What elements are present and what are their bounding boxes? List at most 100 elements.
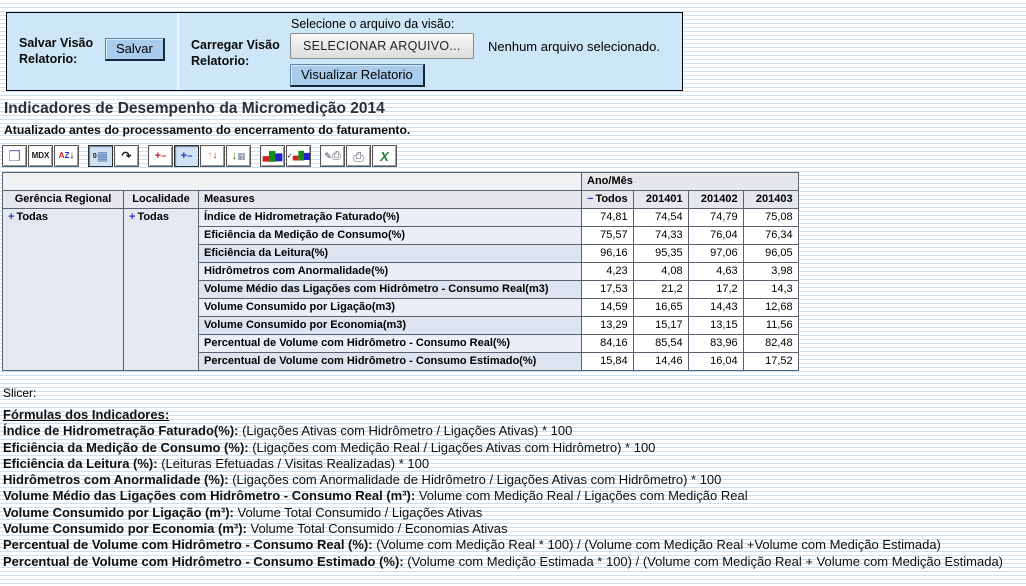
formula-label: Volume Consumido por Economia (m³):	[3, 521, 247, 537]
print-icon: ⎙	[353, 148, 364, 164]
value-cell: 82,48	[742, 334, 799, 353]
formula-text: (Ligações com Medição Real / Ligações At…	[248, 439, 656, 455]
value-cell: 84,16	[581, 334, 634, 353]
collapse-icon[interactable]: −	[587, 193, 594, 205]
pivot-header-row-columns: Gerência Regional Localidade Measures − Todo…	[2, 190, 799, 209]
row-axis-header: Gerência Regional	[2, 190, 124, 209]
pivot-data-row: Percentual de Volume com Hidrômetro - Co…	[3, 352, 799, 371]
formula-label: Eficiência da Leitura (%):	[3, 455, 158, 471]
formula-text: (Leituras Efetuadas / Visitas Realizadas…	[157, 455, 430, 471]
formula-text: (Ligações Ativas com Hidrômetro / Ligaçõ…	[238, 423, 573, 439]
row-total-label: Todas	[16, 211, 49, 223]
formula-label: Eficiência da Medição de Consumo (%):	[3, 439, 249, 455]
select-file-button[interactable]: SELECIONAR ARQUIVO...	[290, 33, 474, 59]
sort-button[interactable]: A Z ↓	[54, 145, 79, 167]
toolbar: ❒ MDX A Z ↓ 0 ▦ ↷ + − + − ↑ ↓ ↓ ▦ ▄ █ ▆ ✓ ▄ █ ▆ ✎ ⎙ ⎙ X	[2, 145, 398, 168]
cube-navigator-button[interactable]: ❒	[2, 145, 27, 167]
value-cell: 83,96	[687, 334, 744, 353]
column-header-month: 201402	[687, 190, 744, 209]
file-status-text: Nenhum arquivo selecionado.	[488, 39, 660, 54]
pivot-data-row: Percentual de Volume com Hidrômetro - Co…	[3, 334, 799, 353]
chart-config-icon: █	[298, 151, 305, 160]
sort-icon: Z	[64, 151, 70, 160]
expand-icon[interactable]: +	[129, 211, 136, 223]
mdx-button[interactable]: MDX	[28, 145, 53, 167]
pivot-table: Ano/Mês Gerência Regional Localidade Measur…	[2, 172, 799, 371]
drill-through-button[interactable]: ↓ ▦	[226, 145, 251, 167]
row-axis-header: Localidade	[123, 190, 199, 209]
print-config-button[interactable]: ✎ ⎙	[320, 145, 345, 167]
swap-axes-button[interactable]: ↷	[114, 145, 139, 167]
drill-member-icon: −	[161, 150, 167, 161]
row-axis-header: Measures	[198, 190, 582, 209]
pivot-data-row: Volume Consumido por Ligação(m3) 14,59 16,…	[3, 298, 799, 317]
drill-replace-icon: ↑	[207, 150, 213, 161]
page-title: Indicadores de Desempenho da Micromediçã…	[4, 100, 385, 117]
chart-config-button[interactable]: ✓ ▄ █ ▆	[286, 145, 311, 167]
row-header-localidade: + Todas	[123, 208, 199, 371]
pivot-data-row: Volume Médio das Ligações com Hidrômetro…	[3, 280, 799, 299]
value-cell: 16,65	[632, 298, 689, 317]
value-cell: 74,79	[687, 208, 744, 227]
measure-cell: Índice de Hidrometração Faturado(%)	[198, 208, 582, 227]
formulas-heading: Fórmulas dos Indicadores:	[3, 407, 170, 422]
formula-line: Eficiência da Leitura (%): (Leituras Efe…	[3, 456, 1025, 472]
cube-navigator-icon: ❒	[8, 148, 21, 164]
save-button[interactable]: Salvar	[105, 38, 165, 61]
row-header-gerencia: + Todas	[2, 208, 124, 371]
panel-divider	[177, 13, 179, 90]
measure-cell: Volume Médio das Ligações com Hidrômetro…	[198, 280, 582, 299]
sort-icon: A	[58, 151, 65, 160]
file-prompt-label: Selecione o arquivo da visão:	[291, 17, 455, 31]
value-cell: 13,29	[581, 316, 634, 335]
show-parents-icon: ▦	[96, 149, 109, 163]
chart-icon: ▆	[275, 150, 283, 161]
pivot-header-row-axis: Ano/Mês	[2, 172, 799, 191]
formula-label: Percentual de Volume com Hidrômetro - Co…	[3, 537, 373, 553]
value-cell: 4,08	[632, 262, 689, 281]
load-view-label: Carregar Visão Relatorio:	[191, 38, 280, 68]
column-header-month: 201401	[632, 190, 689, 209]
sort-icon: ↓	[69, 150, 75, 161]
view-report-button[interactable]: Visualizar Relatorio	[290, 64, 425, 87]
measure-cell: Volume Consumido por Economia(m3)	[198, 316, 582, 335]
pivot-data-row: Eficiência da Medição de Consumo(%) 75,57…	[3, 226, 799, 245]
print-config-icon: ⎙	[331, 149, 341, 162]
value-cell: 3,98	[742, 262, 799, 281]
excel-export-button[interactable]: X	[372, 145, 397, 167]
print-config-icon: ✎	[324, 150, 332, 161]
pivot-data-row: + Todas + Todas Índice de Hidrometração Fatu…	[2, 208, 799, 371]
formula-line: Percentual de Volume com Hidrômetro - Co…	[3, 554, 1025, 570]
drill-position-button[interactable]: + −	[174, 145, 199, 167]
value-cell: 95,35	[632, 244, 689, 263]
show-parents-icon: 0	[92, 152, 97, 160]
corner-cell	[2, 172, 582, 191]
chart-icon: █	[269, 150, 276, 161]
column-axis-header: Ano/Mês	[581, 172, 799, 191]
value-cell: 76,04	[687, 226, 744, 245]
drill-member-icon: +	[154, 149, 162, 162]
show-parents-button[interactable]: 0 ▦	[88, 145, 113, 167]
chart-button[interactable]: ▄ █ ▆	[260, 145, 285, 167]
expand-icon[interactable]: +	[8, 211, 15, 223]
save-view-label: Salvar Visão Relatorio:	[19, 36, 94, 66]
slicer-label: Slicer:	[3, 386, 37, 400]
column-header-total: − Todos	[581, 190, 634, 209]
value-cell: 17,2	[687, 280, 744, 299]
formula-line: Volume Consumido por Economia (m³): Volu…	[3, 521, 1025, 537]
value-cell: 13,15	[687, 316, 744, 335]
formula-text: Volume Total Consumido / Economias Ativa…	[246, 521, 508, 537]
formula-line: Índice de Hidrometração Faturado(%): (Li…	[3, 423, 1025, 439]
print-button[interactable]: ⎙	[346, 145, 371, 167]
formula-text: (Volume com Medição Estimada * 100) / (V…	[403, 553, 1004, 569]
value-cell: 97,06	[687, 244, 744, 263]
formula-line: Volume Médio das Ligações com Hidrômetro…	[3, 488, 1025, 504]
measure-cell: Percentual de Volume com Hidrômetro - Co…	[198, 334, 582, 353]
drill-replace-icon: ↓	[212, 150, 218, 161]
value-cell: 96,05	[742, 244, 799, 263]
drill-member-button[interactable]: + −	[148, 145, 173, 167]
drill-replace-button[interactable]: ↑ ↓	[200, 145, 225, 167]
measure-cell: Eficiência da Leitura(%)	[198, 244, 582, 263]
value-cell: 15,84	[581, 352, 634, 371]
value-cell: 74,81	[581, 208, 634, 227]
